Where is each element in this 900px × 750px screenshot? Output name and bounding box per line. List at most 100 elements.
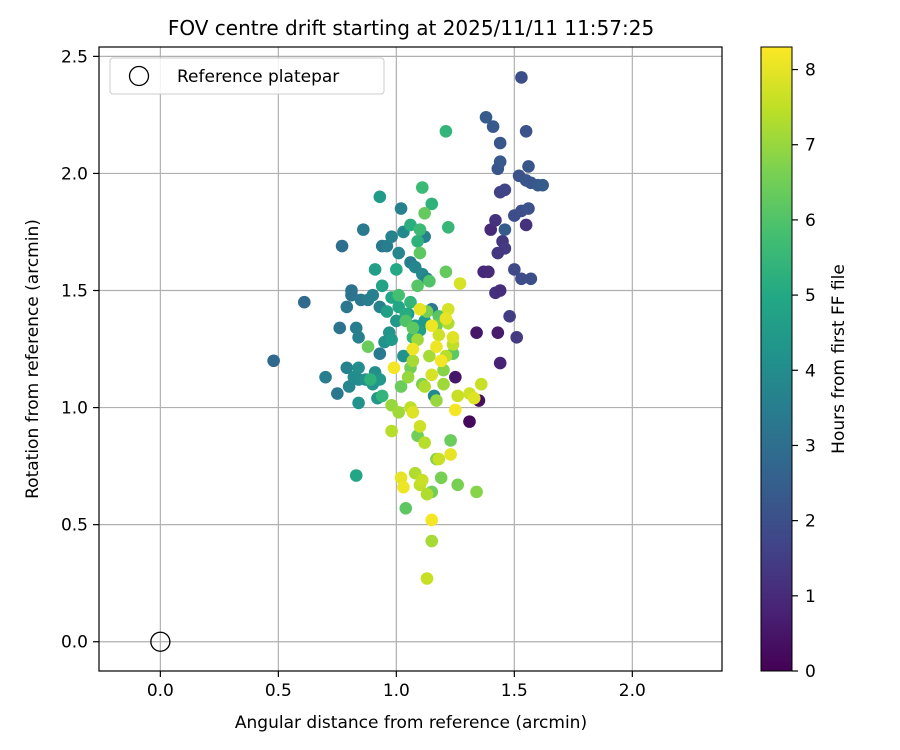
data-point xyxy=(451,389,464,403)
y-axis-ticks: 0.0 0.5 1.0 1.5 2.0 2.5 xyxy=(61,47,99,653)
data-point xyxy=(474,377,488,391)
legend-marker-reference xyxy=(128,65,150,87)
data-point xyxy=(413,302,427,316)
data-point xyxy=(510,331,523,344)
data-point xyxy=(515,272,528,286)
data-point xyxy=(437,377,450,391)
data-point xyxy=(432,328,446,342)
chart-title: FOV centre drift starting at 2025/11/11 … xyxy=(168,16,654,40)
data-point xyxy=(357,223,370,236)
x-tick-label: 0.0 xyxy=(147,681,174,701)
data-point xyxy=(446,331,460,344)
y-tick-label: 2.5 xyxy=(61,47,88,67)
data-point xyxy=(418,380,431,393)
data-point xyxy=(425,319,439,332)
data-point xyxy=(394,202,408,215)
data-point xyxy=(392,405,406,419)
data-point xyxy=(340,361,354,375)
data-point xyxy=(380,239,394,253)
data-point xyxy=(373,373,387,386)
data-point xyxy=(420,487,434,501)
colorbar-tick-label: 6 xyxy=(805,211,816,231)
data-point xyxy=(392,246,406,260)
data-point xyxy=(397,480,410,494)
data-point xyxy=(467,391,481,405)
x-tick-label: 0.5 xyxy=(265,681,292,701)
data-point xyxy=(399,501,413,515)
data-point xyxy=(463,415,476,428)
data-point xyxy=(425,534,439,548)
data-point xyxy=(406,405,420,419)
colorbar-tick-label: 0 xyxy=(805,662,816,682)
data-point xyxy=(536,178,549,192)
colorbar-gradient xyxy=(760,46,793,672)
data-point xyxy=(415,473,429,487)
data-point xyxy=(430,394,443,407)
data-point xyxy=(387,361,401,375)
data-point xyxy=(411,333,424,346)
data-point xyxy=(385,424,398,438)
data-point xyxy=(349,469,363,482)
data-point xyxy=(392,288,406,302)
data-point xyxy=(345,288,358,302)
data-point xyxy=(413,420,427,433)
data-point xyxy=(267,354,280,368)
data-point xyxy=(430,340,443,354)
data-point xyxy=(484,223,498,236)
data-point xyxy=(373,347,387,361)
data-point xyxy=(335,239,349,253)
x-axis-label: Angular distance from reference (arcmin) xyxy=(235,713,587,733)
data-point xyxy=(385,230,398,243)
data-point xyxy=(366,288,380,302)
data-point xyxy=(434,354,448,368)
data-point xyxy=(340,300,354,314)
data-point xyxy=(364,373,377,386)
legend-box xyxy=(109,57,385,95)
data-point xyxy=(425,197,439,211)
data-point xyxy=(470,326,483,339)
data-point xyxy=(418,206,431,220)
data-point xyxy=(425,513,439,527)
data-point xyxy=(434,471,448,485)
x-tick-label: 1.5 xyxy=(501,681,528,701)
colorbar-tick-label: 8 xyxy=(805,61,816,81)
y-tick-label: 0.5 xyxy=(61,516,88,536)
colorbar-tick-label: 2 xyxy=(805,512,816,532)
data-point xyxy=(470,485,483,499)
data-point xyxy=(522,160,535,173)
colorbar-tick-label: 1 xyxy=(805,587,816,607)
data-point xyxy=(380,305,394,318)
plot-area xyxy=(98,46,723,672)
data-point xyxy=(423,274,436,288)
data-point xyxy=(331,387,344,400)
data-point xyxy=(368,263,382,276)
legend-label-reference: Reference platepar xyxy=(177,67,339,87)
data-point xyxy=(498,223,512,236)
x-axis-ticks: 0.0 0.5 1.0 1.5 2.0 xyxy=(147,671,646,701)
plot-frame xyxy=(98,46,723,672)
colorbar: 0 1 2 3 4 5 6 7 8 Hours from first FF file xyxy=(760,46,849,682)
data-point xyxy=(439,265,453,279)
data-point xyxy=(404,295,417,309)
data-point xyxy=(444,448,457,461)
colorbar-tick-label: 3 xyxy=(805,436,816,456)
data-point xyxy=(425,368,439,382)
data-point xyxy=(491,246,505,260)
data-point xyxy=(413,223,427,236)
data-point xyxy=(404,218,417,232)
data-point xyxy=(493,284,507,297)
data-point xyxy=(444,434,457,447)
legend: Reference platepar xyxy=(109,57,385,95)
colorbar-tick-label: 5 xyxy=(805,286,816,306)
data-point xyxy=(451,478,464,492)
data-point xyxy=(453,277,467,290)
data-point xyxy=(418,436,431,450)
data-point xyxy=(524,272,538,286)
data-point xyxy=(397,349,410,363)
data-point xyxy=(375,279,389,293)
colorbar-label: Hours from first FF file xyxy=(829,264,849,454)
data-point xyxy=(439,124,453,138)
data-point xyxy=(493,356,507,370)
data-point xyxy=(503,309,516,323)
